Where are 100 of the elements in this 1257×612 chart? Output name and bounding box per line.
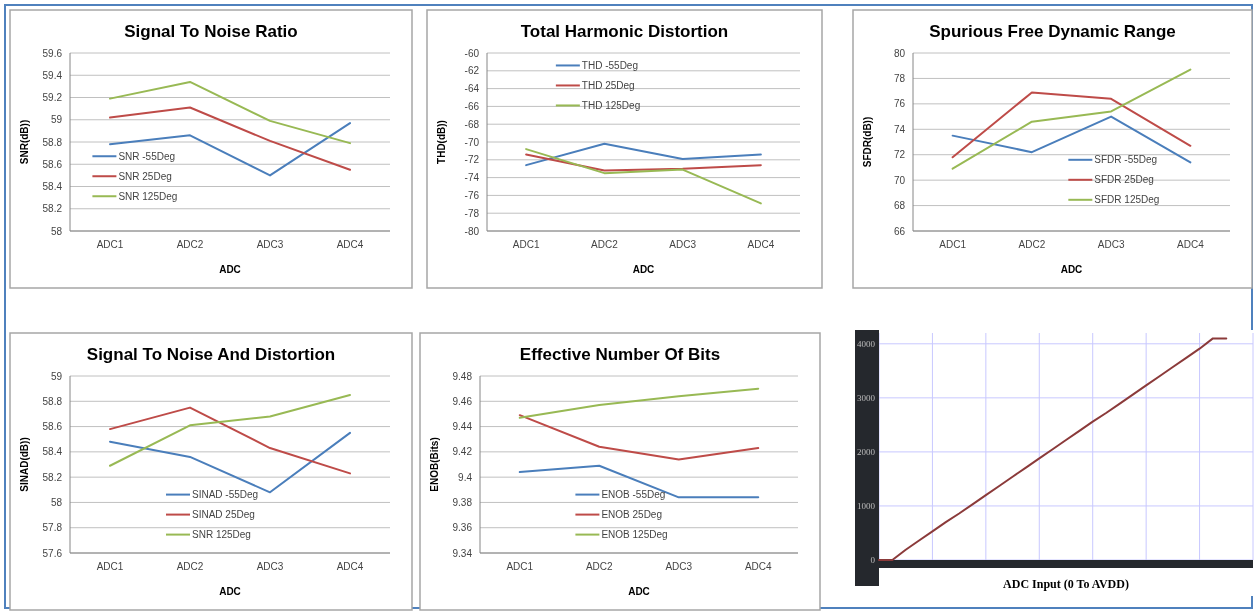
y-tick-label: 66 — [893, 225, 906, 237]
x-axis-title: ADC — [219, 264, 241, 275]
legend-label: SNR 125Deg — [192, 529, 251, 541]
y-tick-label: -70 — [464, 136, 480, 148]
x-tick-label: ADC1 — [512, 239, 540, 250]
x-tick-label: ADC4 — [744, 561, 773, 572]
y-tick-label: 57.6 — [42, 547, 63, 559]
legend-label: SFDR -55Deg — [1094, 154, 1158, 166]
y-tick-label: 59.2 — [42, 92, 63, 103]
y-tick-label: 58.8 — [42, 395, 63, 407]
legend-label: SNR 125Deg — [118, 190, 178, 202]
y-axis-title: SNR(dB)) — [19, 119, 30, 165]
line-series — [951, 68, 1192, 170]
y-tick-label: 59.6 — [42, 47, 63, 59]
y-tick-label: 68 — [893, 200, 906, 212]
x-axis-title: ADC — [632, 264, 655, 275]
x-tick-label: ADC2 — [176, 239, 204, 250]
y-tick-label: -78 — [464, 207, 480, 219]
x-tick-label: ADC2 — [176, 561, 204, 572]
y-tick-label: -74 — [464, 172, 480, 184]
line-series — [525, 153, 762, 172]
x-axis-title: ADC — [628, 586, 650, 597]
x-axis-title: ADC — [1060, 264, 1083, 275]
y-tick-label: 59.4 — [42, 69, 63, 81]
y-tick-label: 58.4 — [42, 446, 63, 458]
legend-label: ENOB -55Deg — [601, 489, 666, 501]
y-tick-label: -64 — [464, 83, 480, 95]
y-tick-label: 72 — [893, 149, 906, 161]
y-tick-label: 58.6 — [42, 421, 63, 433]
y-tick-label: 58 — [50, 496, 63, 508]
x-tick-label: ADC1 — [939, 239, 967, 250]
y-tick-label: 3000 — [857, 393, 876, 404]
y-tick-label: -80 — [464, 225, 480, 237]
y-axis-title: SINAD(dB)) — [19, 437, 30, 492]
y-tick-label: -66 — [464, 100, 480, 112]
legend-label: SFDR 25Deg — [1094, 174, 1154, 186]
y-tick-label: 9.44 — [452, 421, 473, 433]
y-tick-label: 80 — [893, 47, 906, 59]
y-tick-label: 59 — [50, 370, 63, 382]
y-axis-title: ENOB(Bits) — [429, 437, 440, 492]
y-tick-label: 9.36 — [452, 522, 473, 534]
x-tick-label: ADC3 — [665, 561, 693, 572]
line-series — [109, 393, 351, 467]
chart-title: Signal To Noise Ratio — [124, 22, 298, 41]
y-axis-title: SFDR(dB)) — [862, 116, 873, 168]
y-tick-label: 58.6 — [42, 158, 63, 170]
x-tick-label: ADC2 — [591, 239, 619, 250]
x-tick-label: ADC1 — [506, 561, 534, 572]
legend-label: SINAD 25Deg — [192, 509, 255, 521]
y-tick-label: -60 — [464, 47, 480, 59]
chart-title: Signal To Noise And Distortion — [86, 345, 336, 364]
y-tick-label: 2000 — [857, 447, 876, 458]
y-tick-label: 9.48 — [452, 370, 473, 382]
x-tick-label: ADC3 — [1097, 239, 1125, 250]
y-tick-label: 58.4 — [42, 181, 63, 192]
line-series — [518, 387, 760, 419]
x-tick-label: ADC3 — [256, 239, 284, 250]
x-tick-label: ADC4 — [747, 239, 775, 250]
y-tick-label: -62 — [464, 65, 480, 77]
y-tick-label: 9.42 — [452, 446, 473, 458]
legend-label: ENOB 125Deg — [601, 529, 668, 541]
x-tick-label: ADC2 — [1018, 239, 1046, 250]
x-tick-label: ADC1 — [96, 239, 124, 250]
line-series — [525, 148, 762, 205]
y-tick-label: 1000 — [857, 501, 876, 512]
line-series — [525, 142, 762, 167]
y-tick-label: 0 — [870, 555, 876, 566]
legend-label: THD -55Deg — [581, 59, 638, 71]
y-tick-label: -68 — [464, 118, 480, 130]
y-tick-label: -72 — [464, 154, 480, 166]
legend-label: SINAD -55Deg — [192, 489, 259, 501]
x-tick-label: ADC4 — [336, 239, 364, 250]
y-tick-label: 4000 — [857, 338, 876, 349]
y-tick-label: 76 — [893, 98, 906, 110]
x-axis-title: ADC — [219, 586, 241, 597]
line-series — [518, 414, 760, 461]
y-tick-label: 59 — [50, 114, 63, 126]
y-tick-label: 58.8 — [42, 136, 63, 148]
legend-label: SNR -55Deg — [118, 150, 176, 162]
line-series — [109, 80, 351, 145]
legend-label: THD 25Deg — [581, 79, 635, 91]
x-tick-label: ADC3 — [669, 239, 697, 250]
x-tick-label: ADC4 — [1177, 239, 1205, 250]
legend-label: ENOB 25Deg — [601, 509, 662, 521]
y-tick-label: 58.2 — [42, 203, 63, 215]
y-tick-label: 9.38 — [452, 496, 473, 508]
legend-label: THD 125Deg — [581, 99, 641, 111]
y-tick-label: -76 — [464, 189, 480, 201]
y-tick-label: 9.4 — [458, 471, 473, 483]
y-tick-label: 58.2 — [42, 471, 63, 483]
x-tick-label: ADC4 — [336, 561, 364, 572]
legend-label: SNR 25Deg — [118, 170, 172, 182]
y-axis-title: THD(dB)) — [436, 120, 447, 164]
x-axis-title: ADC Input (0 To AVDD) — [1003, 577, 1129, 591]
y-tick-label: 74 — [893, 123, 906, 135]
chart-title: Spurious Free Dynamic Range — [929, 22, 1176, 41]
y-tick-label: 9.34 — [452, 547, 473, 559]
line-series — [951, 115, 1192, 164]
y-tick-label: 78 — [893, 72, 906, 84]
x-tick-label: ADC2 — [585, 561, 614, 572]
